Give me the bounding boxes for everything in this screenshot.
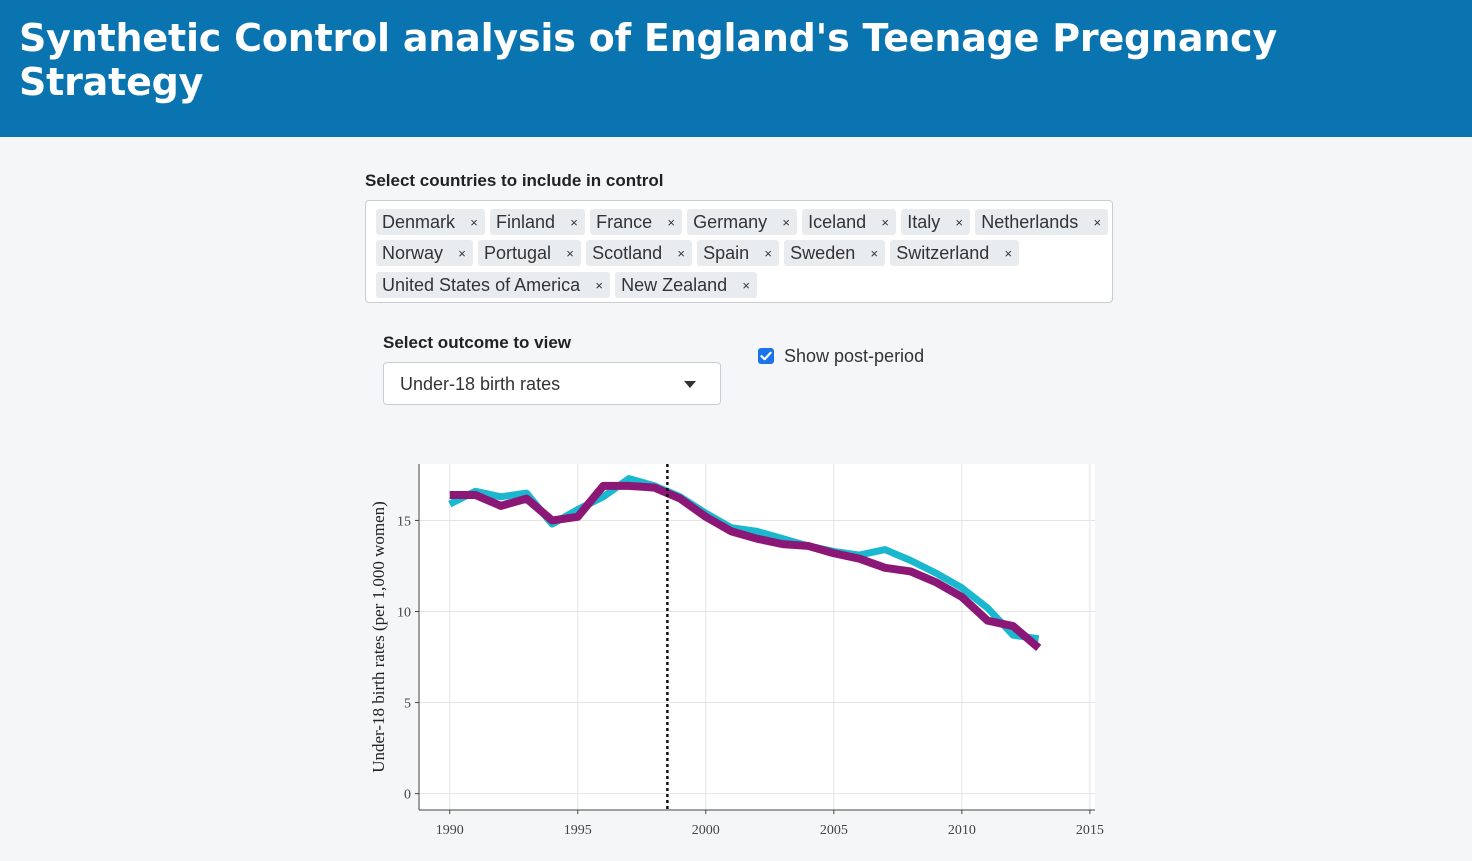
x-tick-label: 2010 [948, 823, 976, 838]
remove-tag-icon[interactable]: × [881, 214, 889, 230]
country-tag: Italy × [901, 209, 971, 235]
outcome-chart: 1990 1995 2000 2005 2010 2015 0 5 10 15 Under-18 … [369, 464, 1104, 838]
remove-tag-icon[interactable]: × [782, 214, 790, 230]
remove-tag-icon[interactable]: × [667, 214, 675, 230]
x-tick-label: 1995 [564, 823, 592, 838]
chevron-down-icon [684, 381, 696, 388]
country-tag: United States of America × [376, 272, 611, 298]
remove-tag-icon[interactable]: × [570, 214, 578, 230]
plot-area [419, 464, 1095, 810]
page-title: Synthetic Control analysis of England's … [19, 16, 1278, 104]
outcome-select[interactable]: Under-18 birth rates [383, 362, 721, 405]
country-tag: Norway × [376, 240, 474, 266]
remove-tag-icon[interactable]: × [677, 245, 685, 261]
y-tick-label: 5 [404, 697, 411, 712]
remove-tag-icon[interactable]: × [458, 245, 466, 261]
remove-tag-icon[interactable]: × [955, 214, 963, 230]
country-tag: Denmark × [376, 209, 486, 235]
country-tag: New Zealand × [615, 272, 758, 298]
remove-tag-icon[interactable]: × [1093, 214, 1102, 230]
series-line-synthetic [449, 481, 1042, 651]
y-axis-label: Under-18 birth rates (per 1,000 women) [369, 501, 388, 773]
remove-tag-icon[interactable]: × [764, 245, 772, 261]
country-tag: Scotland × [586, 240, 693, 266]
x-tick-label: 1990 [436, 823, 464, 838]
country-tag: Finland × [490, 209, 586, 235]
country-tag: Portugal × [478, 240, 582, 266]
outcome-label: Select outcome to view [383, 333, 571, 352]
country-tag: Sweden × [784, 240, 886, 266]
series-lines [448, 464, 1042, 810]
remove-tag-icon[interactable]: × [1004, 245, 1013, 261]
remove-tag-icon[interactable]: × [566, 245, 574, 261]
countries-multiselect[interactable]: Denmark × Finland × France × Germany × Icela… [365, 200, 1113, 303]
y-tick-label: 10 [397, 606, 411, 621]
remove-tag-icon[interactable]: × [595, 277, 603, 293]
x-tick-label: 2000 [692, 823, 720, 838]
y-tick-label: 0 [404, 788, 411, 803]
remove-tag-icon[interactable]: × [470, 214, 478, 230]
app-header: Synthetic Control analysis of England's … [0, 0, 1472, 137]
country-tag: Iceland × [802, 209, 897, 235]
country-tag: Switzerland × [890, 240, 1020, 266]
country-tag: Germany × [687, 209, 798, 235]
checkmark-icon [760, 351, 772, 361]
remove-tag-icon[interactable]: × [742, 277, 750, 293]
remove-tag-icon[interactable]: × [870, 245, 879, 261]
country-tag: Netherlands × [975, 209, 1109, 235]
x-tick-label: 2005 [820, 823, 848, 838]
outcome-selected-value: Under-18 birth rates [400, 374, 561, 394]
countries-label: Select countries to include in control [365, 171, 664, 190]
x-tick-label: 2015 [1076, 823, 1104, 838]
post-period-label: Show post-period [784, 346, 925, 366]
country-tag: Spain × [697, 240, 780, 266]
y-tick-label: 15 [397, 514, 411, 529]
post-period-checkbox[interactable] [758, 348, 774, 364]
country-tag: France × [590, 209, 683, 235]
axis-ticks: 1990 1995 2000 2005 2010 2015 0 5 10 15 [397, 514, 1104, 838]
